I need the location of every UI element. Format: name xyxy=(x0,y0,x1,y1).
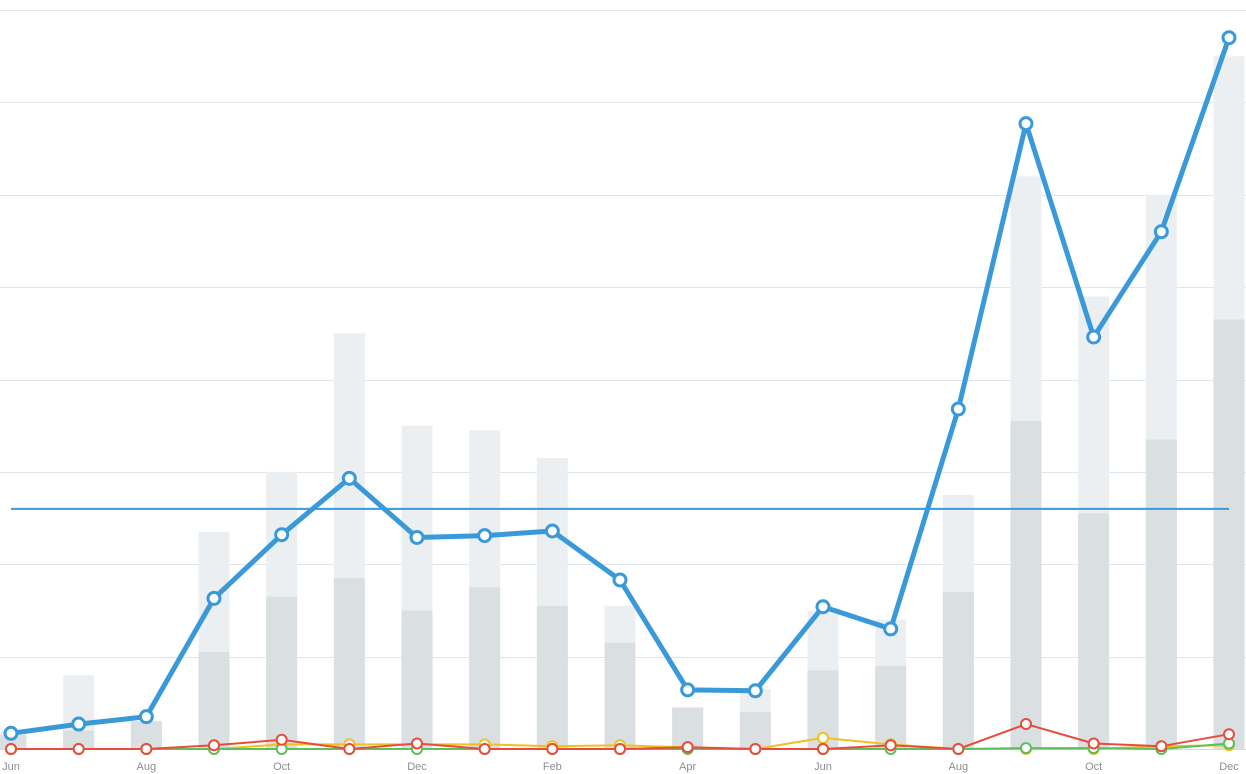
series-point xyxy=(1086,329,1102,345)
series-point xyxy=(546,743,559,755)
series-point xyxy=(1155,740,1168,753)
series-point xyxy=(1087,737,1100,750)
series-point xyxy=(544,523,560,539)
x-tick-label: Aug xyxy=(137,761,157,773)
x-axis-labels: Jun Aug Oct Dec Feb Apr Jun Aug Oct Dec xyxy=(2,761,1239,773)
bar-part xyxy=(266,596,298,749)
series-point xyxy=(680,682,696,698)
bar-part xyxy=(1145,439,1177,749)
bar-part xyxy=(1213,319,1245,749)
series-points xyxy=(3,30,1237,755)
x-tick-label: Feb xyxy=(543,761,562,773)
series-point xyxy=(952,743,965,755)
x-tick-label: Dec xyxy=(407,761,427,773)
x-tick-label: Oct xyxy=(1085,761,1102,773)
series-point xyxy=(206,590,222,606)
series-point xyxy=(71,716,87,732)
series-point xyxy=(274,527,290,543)
series-point xyxy=(1018,116,1034,132)
series-point xyxy=(1223,728,1235,741)
series-point xyxy=(343,743,356,755)
series-point xyxy=(1221,30,1237,46)
series-point xyxy=(72,743,85,755)
x-tick-label: Jun xyxy=(2,761,20,773)
bar-part xyxy=(401,610,433,749)
x-tick-label: Apr xyxy=(679,761,696,773)
series-point xyxy=(138,709,154,725)
series-point xyxy=(747,683,763,699)
series-point xyxy=(478,743,491,755)
series-point xyxy=(1020,718,1032,731)
bar-part xyxy=(198,652,230,749)
bar-part xyxy=(333,578,365,749)
x-tick-label: Aug xyxy=(949,761,969,773)
bar-part xyxy=(604,642,636,749)
series-point xyxy=(950,401,966,417)
series-point xyxy=(140,743,153,755)
series-point xyxy=(409,529,425,545)
bar-part xyxy=(875,665,907,749)
series-point xyxy=(884,739,897,752)
series-point xyxy=(341,470,357,486)
series-point xyxy=(275,733,288,746)
series-point xyxy=(815,599,831,615)
bars-layer xyxy=(0,56,1245,749)
series-point xyxy=(614,743,626,755)
x-tick-label: Oct xyxy=(273,761,290,773)
series-point xyxy=(208,739,220,752)
x-tick-label: Dec xyxy=(1219,761,1239,773)
bar-part xyxy=(739,712,771,749)
series-point xyxy=(817,731,829,744)
series-point xyxy=(477,528,493,544)
bar-part xyxy=(1078,513,1110,749)
bar-part xyxy=(1010,421,1042,749)
series-point xyxy=(1020,742,1032,755)
series-point xyxy=(1153,224,1169,240)
bar-part xyxy=(469,587,501,749)
series-point xyxy=(883,621,899,637)
series-point xyxy=(5,743,17,755)
bar-part xyxy=(63,730,95,749)
series-point xyxy=(681,741,694,754)
series-point xyxy=(411,737,423,750)
series-point xyxy=(749,743,762,755)
series-point xyxy=(817,743,829,755)
series-point xyxy=(612,572,628,588)
series-point xyxy=(3,725,19,741)
x-tick-label: Jun xyxy=(814,761,832,773)
bar-part xyxy=(536,605,568,749)
bar-part xyxy=(942,591,974,749)
